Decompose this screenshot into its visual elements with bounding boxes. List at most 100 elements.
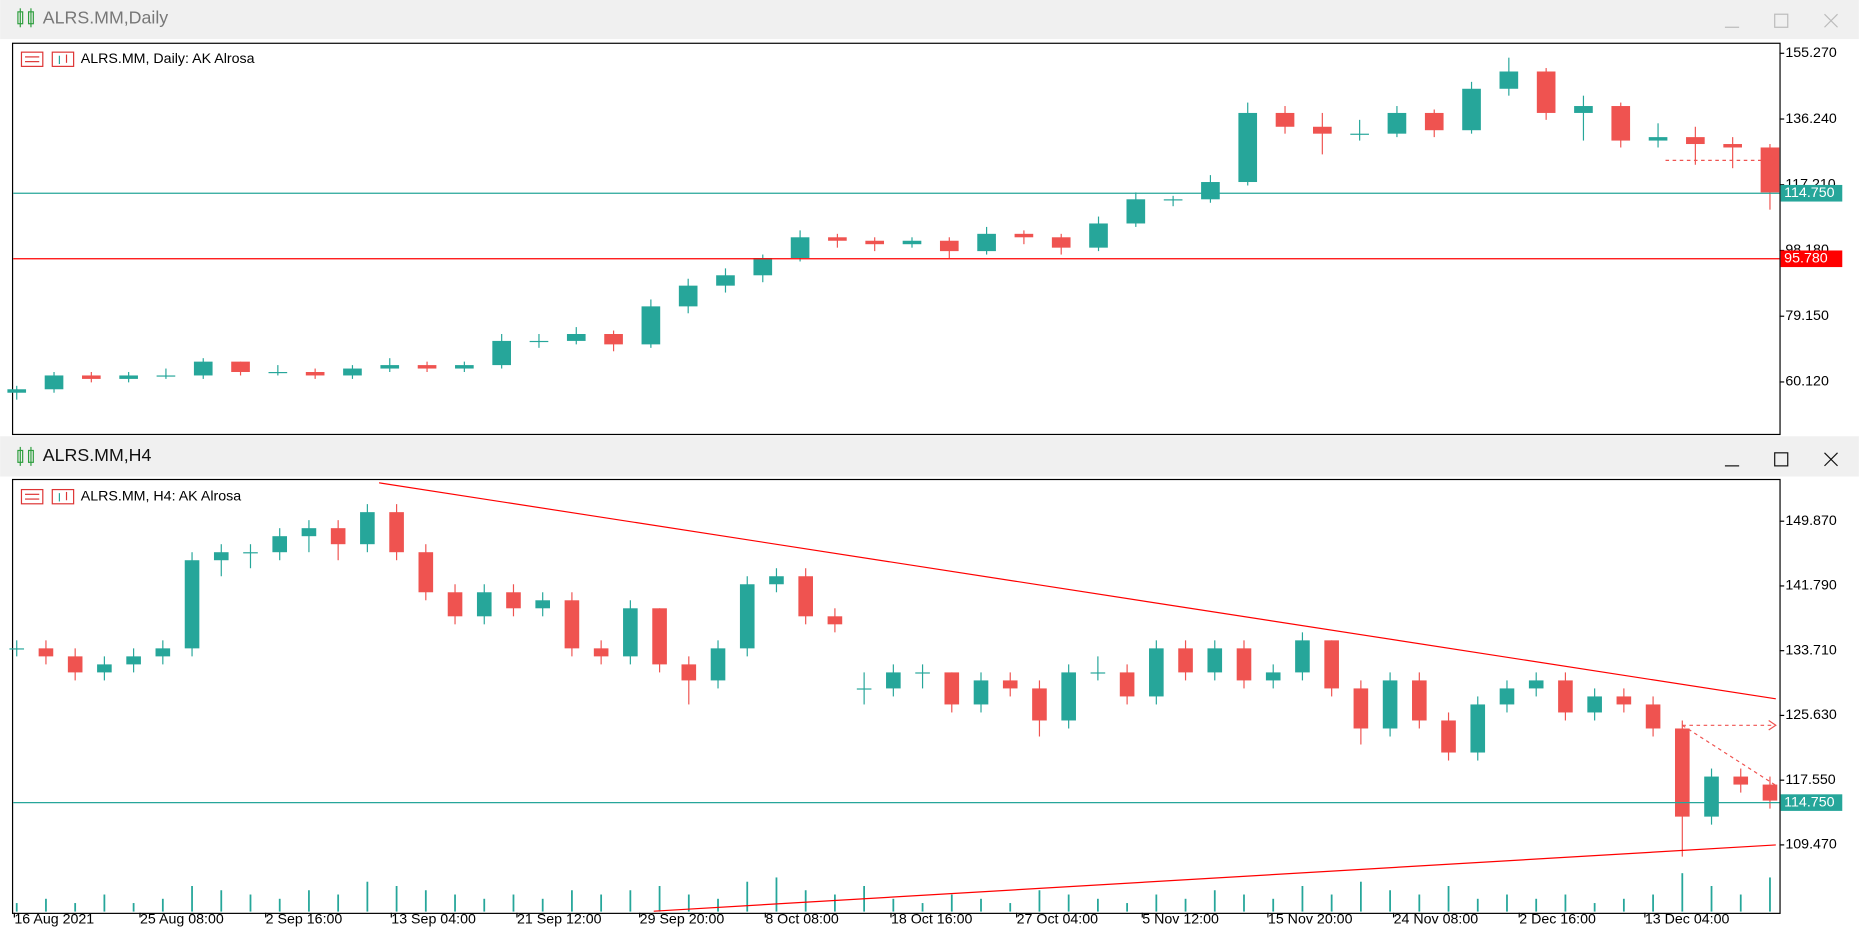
candle-body xyxy=(119,375,138,379)
trend-arrow xyxy=(1769,155,1779,166)
x-tick-label: 2 Dec 16:00 xyxy=(1519,912,1596,927)
candle-body xyxy=(753,258,773,276)
candle-body xyxy=(678,285,698,307)
candle-body xyxy=(184,560,200,649)
x-tick-label: 8 Oct 08:00 xyxy=(765,912,839,927)
candle-body xyxy=(67,656,83,673)
candle-body xyxy=(156,375,176,377)
candle-body xyxy=(915,672,930,674)
candle-body xyxy=(155,648,171,657)
price-tag xyxy=(1780,184,1843,202)
candle-body xyxy=(593,648,609,657)
candle-body xyxy=(828,237,847,241)
candle-body xyxy=(623,608,638,657)
x-tick-label: 15 Nov 20:00 xyxy=(1268,912,1353,927)
x-tick-label: 29 Sep 20:00 xyxy=(640,912,725,927)
candle-body xyxy=(38,648,54,657)
candle-body xyxy=(1163,199,1183,201)
candle-body xyxy=(1265,672,1281,681)
candle-body xyxy=(447,592,463,617)
candle-body xyxy=(305,372,325,376)
candle-body xyxy=(1207,648,1223,673)
candle-body xyxy=(1090,672,1106,674)
candle-body xyxy=(977,233,996,252)
candle-body xyxy=(1536,71,1556,113)
window-controls[interactable] xyxy=(1724,452,1838,467)
candle-body xyxy=(1089,223,1108,248)
x-tick-label: 25 Aug 08:00 xyxy=(140,912,224,927)
candle-body xyxy=(1686,137,1705,145)
x-tick-label: 18 Oct 16:00 xyxy=(891,912,973,927)
candle-body xyxy=(1616,696,1632,705)
candle-body xyxy=(1587,696,1602,713)
candle-body xyxy=(1462,88,1481,131)
candle-body xyxy=(739,584,755,649)
candle-body xyxy=(1645,704,1661,729)
y-tick-label: 149.870 xyxy=(1785,513,1836,529)
x-tick-label: 13 Dec 04:00 xyxy=(1645,912,1730,927)
candle-body xyxy=(213,552,229,561)
candle-body xyxy=(1499,688,1515,705)
x-tick-label: 13 Sep 04:00 xyxy=(391,912,476,927)
candle-body xyxy=(97,664,112,673)
y-tick-label: 136.240 xyxy=(1785,111,1836,127)
candle-body xyxy=(1238,112,1258,183)
candle-body xyxy=(790,237,810,259)
trend-line xyxy=(1681,724,1777,786)
window-controls[interactable] xyxy=(1724,13,1838,28)
candle-body xyxy=(681,664,697,681)
candle-body xyxy=(902,240,922,245)
window-icon xyxy=(17,446,34,466)
candle-body xyxy=(330,528,346,545)
y-tick-label: 133.710 xyxy=(1785,642,1836,658)
candle-body xyxy=(301,528,317,537)
x-tick-label: 2 Sep 16:00 xyxy=(266,912,343,927)
y-tick-label: 155.270 xyxy=(1785,45,1836,61)
candle-body xyxy=(1275,112,1295,127)
x-tick-label: 24 Nov 08:00 xyxy=(1394,912,1479,927)
candle-body xyxy=(1723,144,1742,148)
price-tag-label: 114.750 xyxy=(1784,185,1834,201)
price-tag-label: 95.780 xyxy=(1784,251,1828,267)
candle-body xyxy=(769,576,784,585)
candle-body xyxy=(243,552,258,554)
candle-body xyxy=(716,275,735,286)
candle-body xyxy=(865,240,885,245)
candle-body xyxy=(492,340,511,366)
window-title: ALRS.MM,H4 xyxy=(43,445,152,465)
candle-body xyxy=(389,512,404,553)
candle-body xyxy=(455,365,474,369)
y-tick-label: 141.790 xyxy=(1785,578,1836,594)
candle-body xyxy=(506,592,521,609)
candle-body xyxy=(566,334,586,341)
candle-body xyxy=(1387,112,1407,134)
candle-body xyxy=(939,240,959,252)
candle-body xyxy=(1674,728,1690,817)
candle-body xyxy=(535,600,551,609)
candle-body xyxy=(1149,648,1164,697)
candle-body xyxy=(343,368,362,376)
candle-body xyxy=(231,361,250,373)
candle-body xyxy=(1441,720,1456,753)
candle-body xyxy=(1528,680,1544,689)
candle-body xyxy=(798,576,813,617)
candle-body xyxy=(1558,680,1573,713)
y-tick-label: 109.470 xyxy=(1785,837,1836,853)
candle-body xyxy=(604,334,623,345)
x-tick-label: 5 Nov 12:00 xyxy=(1142,912,1219,927)
candle-body xyxy=(1762,784,1778,801)
candle-body xyxy=(1648,137,1668,141)
candle-body xyxy=(1295,640,1310,673)
candle-body xyxy=(1014,233,1034,238)
y-tick-label: 60.120 xyxy=(1785,374,1829,390)
candle-body xyxy=(1704,776,1719,817)
candle-body xyxy=(1499,71,1519,89)
chart-legend: ALRS.MM, H4: AK Alrosa xyxy=(81,488,242,504)
trend-line xyxy=(653,844,1776,912)
candle-body xyxy=(564,600,580,649)
candle-body xyxy=(1382,680,1398,729)
candle-body xyxy=(1061,672,1076,721)
chart-frame xyxy=(11,478,1781,914)
